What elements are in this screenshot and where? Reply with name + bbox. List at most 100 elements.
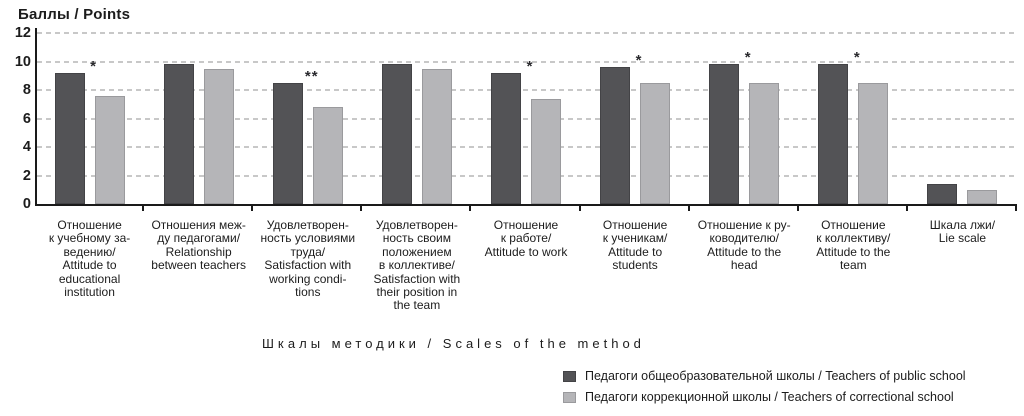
y-axis-line bbox=[35, 28, 37, 204]
category-label: Отношение к коллективу/Attitude to the tea… bbox=[791, 218, 916, 273]
bar-public-school bbox=[709, 64, 740, 204]
bar-correctional-school bbox=[640, 82, 671, 204]
category-label-line: Удовлетворен- bbox=[375, 218, 458, 232]
category-label-line: their position in bbox=[376, 285, 458, 300]
category-label-line: в коллективе/ bbox=[378, 258, 455, 273]
bar-correctional-school bbox=[858, 82, 889, 204]
bar-group: * bbox=[35, 33, 144, 204]
significance-marker: * bbox=[526, 57, 534, 75]
category-label-line: Lie scale bbox=[938, 231, 987, 246]
y-tick-label: 4 bbox=[22, 139, 31, 155]
category-label-line: Отношение bbox=[57, 218, 122, 232]
legend-item: Педагоги коррекционной школы / Teachers … bbox=[563, 390, 966, 404]
category-label-line: team bbox=[839, 258, 867, 273]
bar-correctional-school bbox=[312, 107, 343, 204]
category-label: Удовлетворен-ность своим положением в колл… bbox=[354, 218, 479, 313]
category-label-line: students bbox=[612, 258, 658, 273]
category-labels-row: Отношение к учебному за-ведению/Attitude … bbox=[35, 218, 1017, 334]
category-label: Отношение к ученикам/Attitude to students bbox=[573, 218, 698, 273]
legend-swatch-correctional-school bbox=[563, 391, 576, 403]
y-tick-label: 6 bbox=[22, 110, 31, 127]
category-label-line: Attitude to the bbox=[707, 244, 782, 259]
category-label-line: ду педагогами/ bbox=[157, 231, 241, 246]
x-axis-tick bbox=[905, 206, 908, 211]
bar-group: * bbox=[799, 33, 908, 204]
category-label-line: Attitude to bbox=[608, 244, 663, 259]
category-label-line: Attitude to bbox=[62, 258, 117, 273]
category-label-line: tions bbox=[295, 285, 321, 300]
bar-public-school bbox=[818, 64, 849, 204]
category-label-line: Отношение bbox=[821, 218, 886, 232]
category-label-line: ведению/ bbox=[63, 244, 116, 259]
bar-correctional-school bbox=[530, 98, 561, 204]
x-axis-tick bbox=[360, 206, 363, 211]
x-axis-tick bbox=[1015, 206, 1017, 211]
category-label-line: труда/ bbox=[290, 244, 326, 259]
category-label-line: ность условиями bbox=[260, 231, 356, 246]
gridline bbox=[37, 89, 1017, 91]
y-axis-title: Баллы / Points bbox=[18, 6, 131, 23]
x-axis-tick bbox=[796, 206, 799, 211]
category-label-line: к работе/ bbox=[500, 231, 552, 246]
category-label-line: Satisfaction with bbox=[264, 258, 352, 273]
category-label-line: the team bbox=[393, 298, 441, 313]
bar-public-school bbox=[490, 72, 521, 204]
x-axis-tick bbox=[251, 206, 254, 211]
x-axis-line bbox=[35, 204, 1017, 206]
category-label-line: Отношение к ру- bbox=[697, 218, 791, 232]
category-label-line: ность своим bbox=[382, 231, 451, 246]
legend-item: Педагоги общеобразовательной школы / Tea… bbox=[563, 369, 966, 383]
gridline bbox=[37, 32, 1017, 34]
category-label-line: educational bbox=[58, 271, 121, 286]
bar-public-school bbox=[163, 64, 194, 204]
bar-correctional-school bbox=[967, 189, 998, 204]
gridline bbox=[37, 174, 1017, 177]
legend-swatch-public-school bbox=[563, 370, 576, 382]
y-tick-label: 10 bbox=[14, 53, 31, 70]
category-label-line: institution bbox=[64, 285, 115, 300]
y-tick-label: 0 bbox=[22, 196, 31, 212]
gridline bbox=[37, 117, 1017, 120]
category-label-line: head bbox=[730, 258, 758, 273]
y-tick-label: 2 bbox=[22, 167, 31, 184]
category-label: Удовлетворен-ность условиями труда/Satisf… bbox=[245, 218, 370, 300]
x-axis-tick bbox=[687, 206, 690, 211]
category-label-line: Attitude to the bbox=[816, 244, 891, 259]
bar-correctional-school bbox=[94, 95, 125, 204]
category-label-line: Шкала лжи/ bbox=[929, 218, 996, 232]
category-label-line: Отношение bbox=[602, 218, 668, 232]
bar-correctional-school bbox=[421, 68, 452, 204]
category-label-line: Отношение bbox=[493, 218, 559, 232]
category-label-line: Satisfaction with bbox=[373, 271, 461, 286]
bar-group: * bbox=[471, 33, 580, 204]
significance-marker: * bbox=[744, 49, 752, 67]
x-axis-title: Шкалы методики / Scales of the method bbox=[262, 336, 645, 351]
gridline bbox=[37, 60, 1017, 63]
significance-marker: * bbox=[90, 57, 97, 75]
bar-correctional-school bbox=[749, 82, 780, 204]
category-label-line: к ученикам/ bbox=[602, 231, 668, 246]
category-label-line: положением bbox=[382, 244, 452, 259]
gridline bbox=[37, 146, 1017, 148]
legend: Педагоги общеобразовательной школы / Tea… bbox=[563, 369, 966, 404]
category-label-line: working condi- bbox=[269, 271, 347, 286]
category-label-line: between teachers bbox=[151, 258, 247, 273]
significance-marker: ** bbox=[304, 67, 319, 85]
bar-public-school bbox=[272, 82, 303, 204]
y-tick-label: 8 bbox=[22, 82, 31, 98]
bar-public-school bbox=[927, 184, 958, 204]
category-label: Отношение к работе/Attitude to work bbox=[463, 218, 588, 259]
category-label-line: к коллективу/ bbox=[816, 231, 891, 246]
bar-public-school bbox=[54, 72, 85, 204]
category-label-line: к учебному за- bbox=[48, 231, 131, 246]
category-label-line: ководителю/ bbox=[709, 231, 779, 246]
legend-label: Педагоги коррекционной школы / Teachers … bbox=[585, 390, 954, 404]
bar-group bbox=[362, 33, 471, 204]
category-label-line: Attitude to work bbox=[484, 244, 568, 259]
category-label: Отношения меж-ду педагогами/Relationship… bbox=[136, 218, 261, 273]
bar-group bbox=[908, 33, 1017, 204]
y-tick-label: 12 bbox=[14, 25, 31, 41]
bar-public-school bbox=[381, 64, 412, 204]
category-label: Шкала лжи/Lie scale bbox=[900, 218, 1024, 246]
